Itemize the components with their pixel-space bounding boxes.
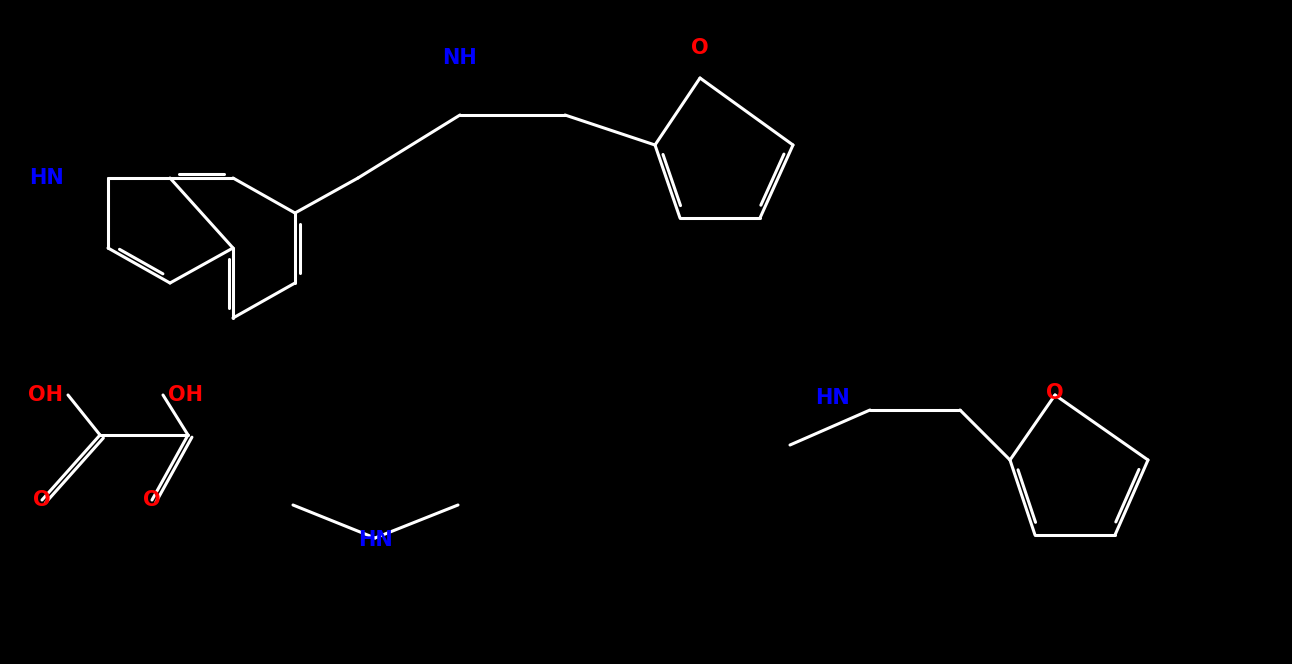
Text: O: O bbox=[143, 490, 160, 510]
Text: O: O bbox=[1047, 383, 1063, 403]
Text: O: O bbox=[691, 38, 709, 58]
Text: HN: HN bbox=[815, 388, 850, 408]
Text: HN: HN bbox=[30, 168, 65, 188]
Text: HN: HN bbox=[358, 530, 393, 550]
Text: OH: OH bbox=[168, 385, 203, 405]
Text: OH: OH bbox=[28, 385, 63, 405]
Text: O: O bbox=[34, 490, 50, 510]
Text: NH: NH bbox=[443, 48, 477, 68]
